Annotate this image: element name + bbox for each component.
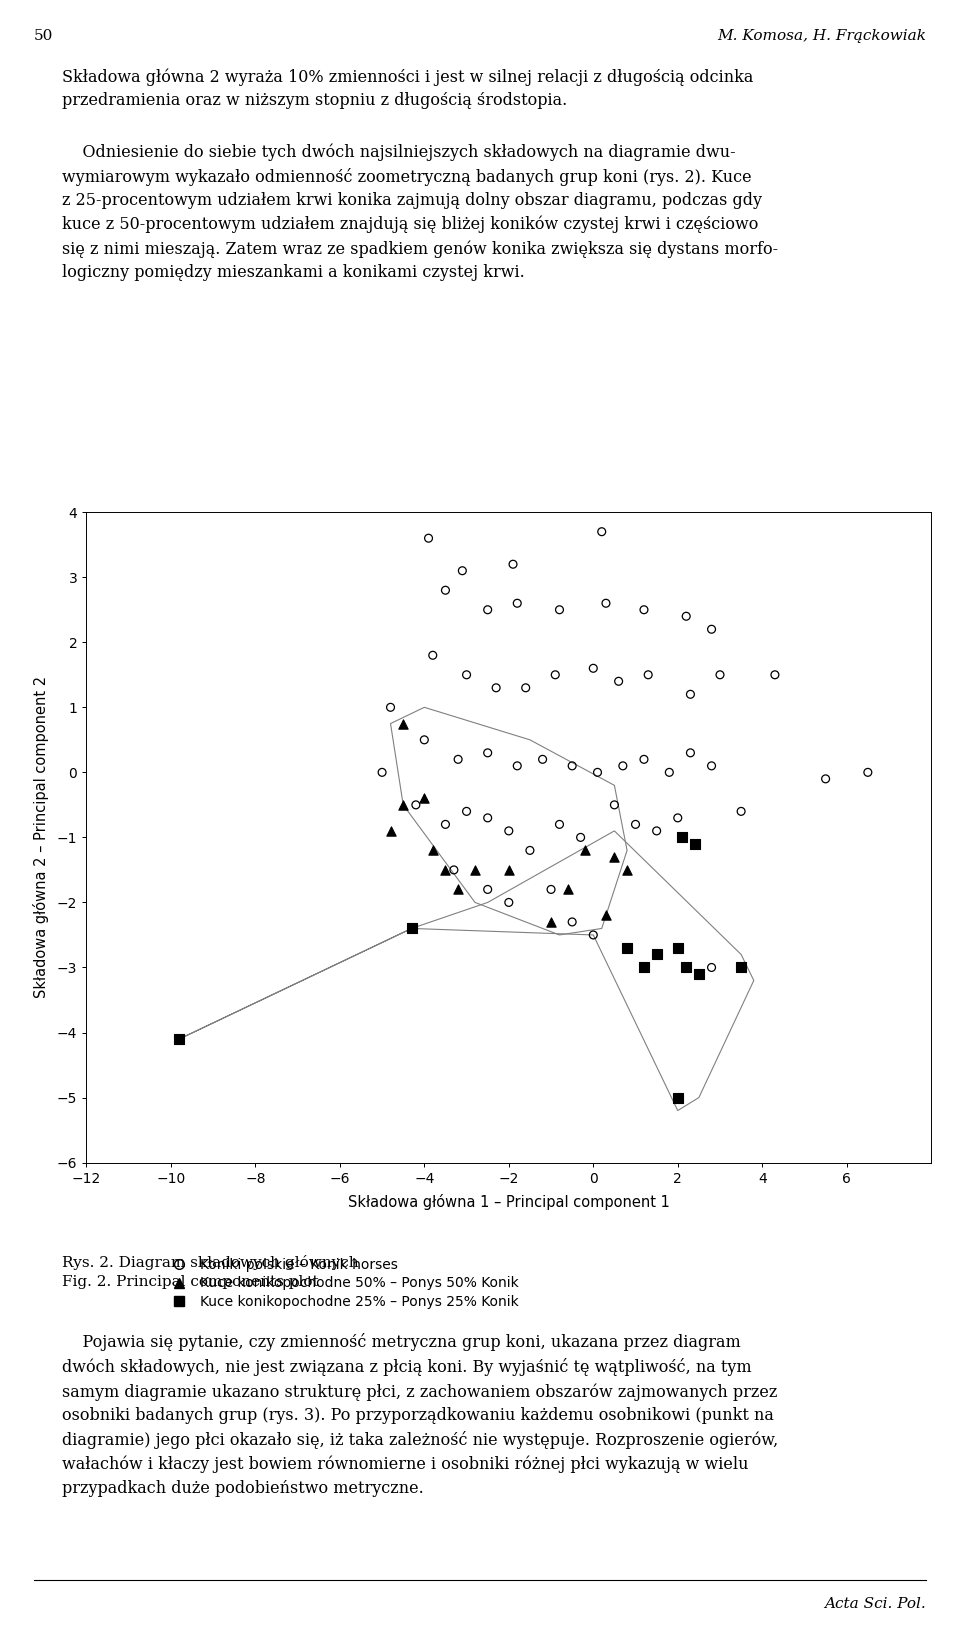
Point xyxy=(396,792,411,818)
Point xyxy=(522,837,538,863)
Point xyxy=(670,935,685,961)
Point xyxy=(489,675,504,701)
Point xyxy=(674,824,689,850)
Point xyxy=(518,675,534,701)
Point xyxy=(636,597,652,623)
Point xyxy=(438,811,453,837)
Text: Pojawia się pytanie, czy zmienność metryczna grup koni, ukazana przez diagram
dw: Pojawia się pytanie, czy zmienność metry… xyxy=(62,1333,779,1498)
Point xyxy=(383,694,398,720)
Text: Rys. 2. Diagram składowych głównych
Fig. 2. Principal components plot: Rys. 2. Diagram składowych głównych Fig.… xyxy=(62,1255,359,1289)
Point xyxy=(640,662,656,688)
Point xyxy=(543,876,559,902)
Point xyxy=(619,935,635,961)
Point xyxy=(589,759,605,785)
Point xyxy=(594,519,610,545)
Point xyxy=(438,577,453,603)
Y-axis label: Składowa główna 2 – Principal component 2: Składowa główna 2 – Principal component … xyxy=(33,676,49,998)
Point xyxy=(501,818,516,844)
Point xyxy=(636,954,652,980)
Point xyxy=(818,766,833,792)
Point xyxy=(860,759,876,785)
Point xyxy=(607,792,622,818)
Point xyxy=(607,844,622,870)
Point xyxy=(767,662,782,688)
Point xyxy=(598,590,613,616)
Point xyxy=(468,857,483,883)
Point xyxy=(510,590,525,616)
Point xyxy=(712,662,728,688)
Text: Acta Sci. Pol.: Acta Sci. Pol. xyxy=(825,1597,926,1611)
Point xyxy=(598,902,613,928)
Point xyxy=(408,792,423,818)
Point xyxy=(552,811,567,837)
Point xyxy=(446,857,462,883)
Point xyxy=(480,876,495,902)
Point xyxy=(459,662,474,688)
Point xyxy=(172,1026,187,1052)
Point xyxy=(577,837,592,863)
X-axis label: Składowa główna 1 – Principal component 1: Składowa główna 1 – Principal component … xyxy=(348,1193,670,1210)
Point xyxy=(586,922,601,948)
Point xyxy=(649,818,664,844)
Point xyxy=(733,798,749,824)
Point xyxy=(564,753,580,779)
Point xyxy=(683,740,698,766)
Point xyxy=(687,831,703,857)
Point xyxy=(425,837,441,863)
Point xyxy=(636,746,652,772)
Point xyxy=(505,551,520,577)
Point xyxy=(683,681,698,707)
Point xyxy=(501,889,516,915)
Point xyxy=(628,811,643,837)
Point xyxy=(535,746,550,772)
Point xyxy=(670,805,685,831)
Point xyxy=(547,662,563,688)
Point xyxy=(564,909,580,935)
Point xyxy=(704,616,719,642)
Point xyxy=(679,603,694,629)
Point xyxy=(649,941,664,967)
Point xyxy=(619,857,635,883)
Point xyxy=(733,954,749,980)
Point xyxy=(543,909,559,935)
Point xyxy=(679,954,694,980)
Point xyxy=(450,746,466,772)
Point xyxy=(417,785,432,811)
Point xyxy=(404,915,420,941)
Point xyxy=(425,642,441,668)
Text: M. Komosa, H. Frąckowiak: M. Komosa, H. Frąckowiak xyxy=(717,29,926,44)
Point xyxy=(450,876,466,902)
Point xyxy=(383,818,398,844)
Point xyxy=(611,668,626,694)
Point xyxy=(480,740,495,766)
Point xyxy=(420,525,436,551)
Point xyxy=(586,655,601,681)
Point xyxy=(396,711,411,737)
Point xyxy=(438,857,453,883)
Point xyxy=(670,1085,685,1111)
Point xyxy=(573,824,588,850)
Point xyxy=(417,727,432,753)
Point xyxy=(704,753,719,779)
Point xyxy=(459,798,474,824)
Point xyxy=(480,597,495,623)
Point xyxy=(480,805,495,831)
Point xyxy=(374,759,390,785)
Text: Odniesienie do siebie tych dwóch najsilniejszych składowych na diagramie dwu-
wy: Odniesienie do siebie tych dwóch najsiln… xyxy=(62,143,779,281)
Point xyxy=(455,558,470,584)
Point xyxy=(510,753,525,779)
Legend: Koniki polskie – Konik horses, Kuce konikopochodne 50% – Ponys 50% Konik, Kuce k: Koniki polskie – Konik horses, Kuce koni… xyxy=(161,1254,523,1312)
Point xyxy=(615,753,631,779)
Point xyxy=(691,961,707,987)
Point xyxy=(704,954,719,980)
Text: 50: 50 xyxy=(34,29,53,44)
Text: Składowa główna 2 wyraża 10% zmienności i jest w silnej relacji z długością odci: Składowa główna 2 wyraża 10% zmienności … xyxy=(62,68,754,109)
Point xyxy=(552,597,567,623)
Point xyxy=(661,759,677,785)
Point xyxy=(501,857,516,883)
Point xyxy=(561,876,576,902)
